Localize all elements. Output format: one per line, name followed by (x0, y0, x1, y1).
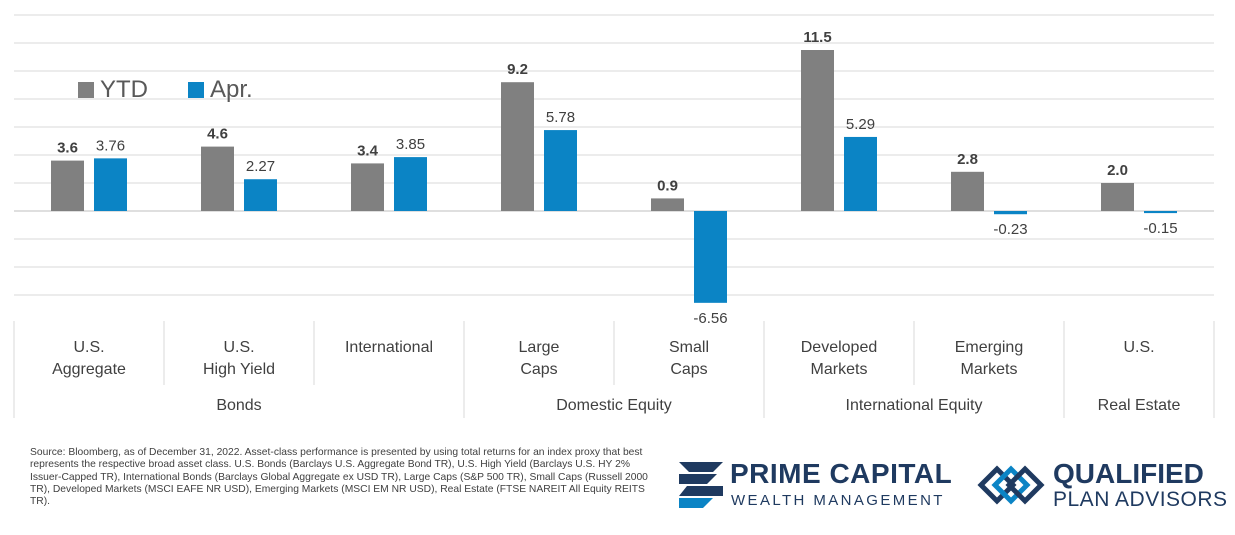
legend-item-apr: Apr. (188, 76, 253, 104)
data-label-ytd-5: 11.5 (803, 29, 831, 46)
data-label-ytd-3: 9.2 (507, 61, 528, 78)
bar-ytd-7 (1101, 183, 1134, 211)
bar-apr-4 (694, 211, 727, 303)
bar-ytd-3 (501, 82, 534, 211)
data-label-ytd-7: 2.0 (1107, 162, 1128, 179)
category-label: U.S. Aggregate (52, 339, 126, 378)
category-label: Large Caps (518, 339, 560, 378)
legend-label-ytd: YTD (100, 76, 148, 103)
group-label: Real Estate (1097, 397, 1181, 414)
data-label-apr-2: 3.85 (396, 136, 425, 153)
bar-apr-6 (994, 211, 1027, 215)
legend-item-ytd: YTD (78, 76, 148, 104)
bar-ytd-1 (201, 146, 234, 211)
qualified-sub: PLAN ADVISORS (1053, 488, 1228, 511)
category-label: Small Caps (668, 339, 709, 378)
data-label-apr-3: 5.78 (546, 109, 575, 126)
data-label-apr-4: -6.56 (693, 310, 727, 327)
data-label-ytd-6: 2.8 (957, 151, 978, 168)
bar-chart: 3.6 4.6 3.4 9.2 0.9 11.5 2.8 2.0 3.76 2.27 3.85 5.7… (13, 14, 1215, 418)
data-label-ytd-0: 3.6 (57, 140, 78, 157)
data-label-ytd-2: 3.4 (357, 142, 379, 159)
qualified-mark-icon (977, 465, 1045, 505)
bar-ytd-0 (51, 160, 84, 211)
x-axis (13, 321, 1215, 418)
prime-capital-mark-icon (679, 462, 723, 508)
data-label-apr-5: 5.29 (846, 116, 875, 133)
data-label-apr-1: 2.27 (246, 158, 275, 175)
bar-ytd-2 (351, 163, 384, 211)
qualified-plan-advisors-logo: QUALIFIED PLAN ADVISORS (975, 458, 1227, 514)
category-label: U.S. (1123, 339, 1155, 356)
data-labels: 3.6 4.6 3.4 9.2 0.9 11.5 2.8 2.0 3.76 2.27 3.85 5.7… (57, 29, 1178, 327)
category-label: Emerging Markets (954, 339, 1024, 378)
bar-apr-1 (244, 179, 277, 211)
data-label-apr-0: 3.76 (96, 137, 125, 154)
legend-swatch-apr (188, 82, 204, 98)
bar-ytd-5 (801, 50, 834, 211)
bar-apr-5 (844, 136, 877, 211)
category-label: International (344, 339, 434, 356)
data-label-apr-6: -0.23 (993, 221, 1027, 238)
group-label: International Equity (845, 397, 983, 414)
category-label: Developed Markets (800, 339, 878, 378)
gridlines (14, 14, 1214, 296)
legend-label-apr: Apr. (210, 76, 253, 103)
legend-swatch-ytd (78, 82, 94, 98)
bar-apr-0 (94, 158, 127, 211)
category-label: U.S. High Yield (202, 339, 276, 378)
prime-capital-name: PRIME CAPITAL (730, 458, 953, 489)
group-label: Domestic Equity (556, 397, 672, 414)
data-label-ytd-4: 0.9 (657, 177, 678, 194)
data-label-apr-7: -0.15 (1143, 220, 1177, 237)
prime-capital-logo: PRIME CAPITAL WEALTH MANAGEMENT (677, 458, 962, 514)
bar-ytd-6 (951, 171, 984, 211)
qualified-name: QUALIFIED (1053, 458, 1204, 489)
source-note: Source: Bloomberg, as of December 31, 20… (30, 447, 648, 508)
data-label-ytd-1: 4.6 (207, 126, 228, 143)
group-label: Bonds (216, 397, 262, 414)
bar-apr-7 (1144, 211, 1177, 214)
bar-apr-2 (394, 157, 427, 211)
bars (51, 50, 1177, 303)
bar-ytd-4 (651, 198, 684, 211)
bar-apr-3 (544, 130, 577, 211)
prime-capital-sub: WEALTH MANAGEMENT (731, 492, 945, 509)
